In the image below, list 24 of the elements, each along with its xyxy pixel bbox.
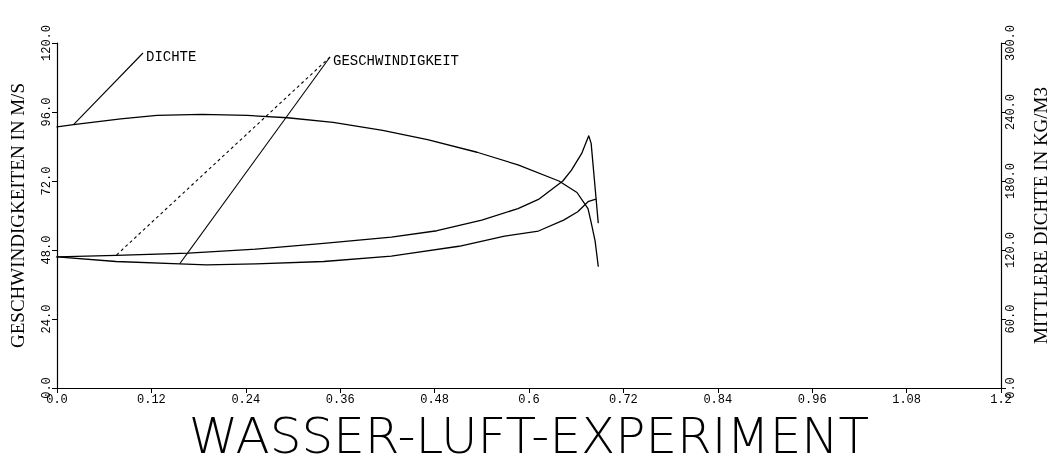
y2-tick-label: 240.0 (1004, 93, 1018, 131)
x-tick-label: 0.6 (518, 393, 540, 407)
x-tick-label: 0.48 (420, 393, 450, 407)
y2-tick-label: 120.0 (1004, 231, 1018, 269)
y-axis-title: GESCHWINDIGKEITEN IN M/S (7, 83, 28, 348)
y-tick-label: 96.0 (40, 97, 54, 127)
y2-tick-label: 300.0 (1004, 24, 1018, 62)
x-tick-label: 0.24 (231, 393, 261, 407)
y2-tick-label: 180.0 (1004, 162, 1018, 200)
x-tick-label: 0.96 (797, 393, 827, 407)
text: DICHTE (146, 49, 197, 65)
y-tick-label: 72.0 (40, 166, 54, 196)
y-tick-label: 120.0 (40, 24, 54, 62)
y2-axis-title: MITTLERE DICHTE IN KG/M3 (1030, 87, 1051, 344)
x-tick-label: 0.36 (325, 393, 355, 407)
text: WASSER-LUFT-EXPERIMENT (188, 407, 870, 465)
x-tick-label: 0.72 (608, 393, 638, 407)
y-tick-label: 48.0 (40, 235, 54, 265)
text: GESCHWINDIGKEIT (333, 53, 460, 69)
x-tick-label: 0.84 (703, 393, 733, 407)
y-tick-label: 24.0 (40, 304, 54, 334)
y2-tick-label: 60.0 (1004, 304, 1018, 334)
x-tick-label: 0.12 (136, 393, 166, 407)
x-tick-label: 1.08 (892, 393, 922, 407)
